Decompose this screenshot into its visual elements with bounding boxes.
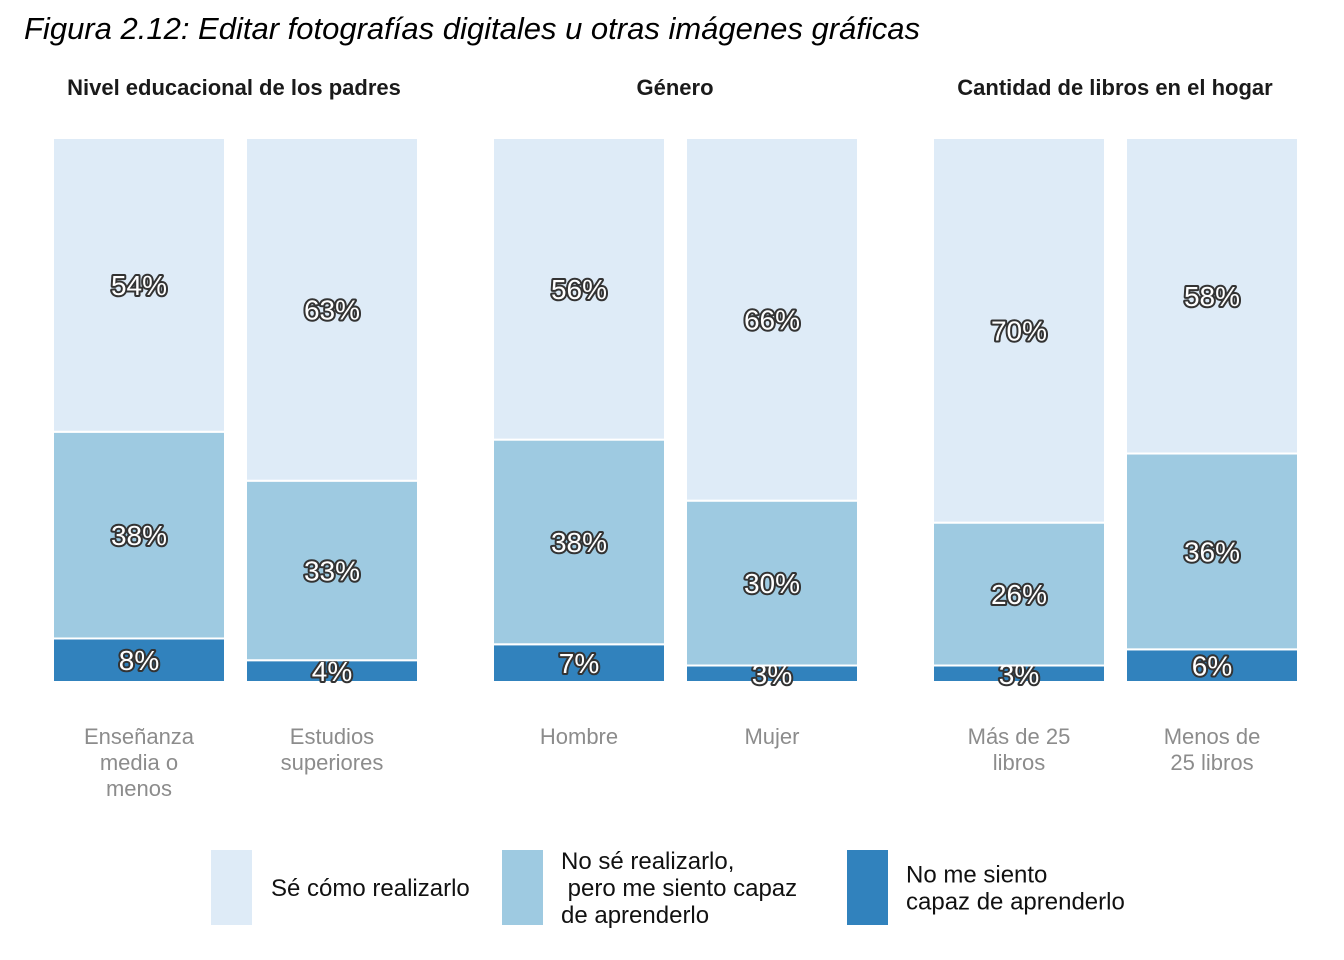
panel-title: Género — [636, 75, 713, 100]
stacked-bar: 7% 38% 56% — [492, 137, 666, 684]
legend-swatch — [502, 850, 543, 925]
data-label: 33% — [304, 555, 360, 586]
data-label: 56% — [551, 274, 607, 305]
category-label: Enseñanza media o menos — [84, 724, 195, 801]
panel-3: Cantidad de libros en el hogar3%26%70%Má… — [932, 75, 1299, 775]
bar-segment — [1125, 137, 1299, 455]
bar-segment — [245, 479, 419, 662]
data-label: 26% — [991, 579, 1047, 610]
category-label-line: superiores — [281, 750, 384, 775]
legend-swatch — [847, 850, 888, 925]
legend-label-line: capaz de aprenderlo — [906, 889, 1125, 916]
category-label-line: media o — [100, 750, 178, 775]
legend-swatch — [211, 850, 252, 925]
stacked-bar: 8% 38% 54% — [52, 137, 226, 683]
legend-label: No sé realizarlo, pero me siento capaz de… — [561, 848, 797, 929]
legend-label-line: de aprenderlo — [561, 902, 709, 929]
chart-title: Figura 2.12: Editar fotografías digitale… — [24, 11, 920, 46]
legend-label-line: Sé cómo realizarlo — [271, 875, 470, 902]
bar-segment — [1125, 452, 1299, 651]
data-label: 7% — [559, 648, 599, 679]
legend-item: No sé realizarlo, pero me siento capaz de… — [502, 848, 797, 929]
bar-segment — [492, 137, 666, 441]
data-label: 66% — [744, 304, 800, 335]
data-label: 36% — [1184, 536, 1240, 567]
bar-segment — [1125, 648, 1299, 683]
stacked-bar: 3%30%66% — [685, 137, 859, 692]
bar-segment — [52, 137, 226, 433]
legend-label-line: No sé realizarlo, — [561, 848, 734, 875]
data-label: 38% — [111, 520, 167, 551]
bar-segment — [932, 521, 1106, 667]
category-label-line: menos — [106, 776, 172, 801]
data-label: 38% — [551, 527, 607, 558]
legend-label-line: pero me siento capaz — [561, 875, 797, 902]
bar-segment — [52, 637, 226, 683]
category-label-line: 25 libros — [1170, 750, 1253, 775]
stacked-bar: 6% 36% 58% — [1125, 137, 1299, 684]
bar-segment — [685, 499, 859, 667]
category-label-line: Más de 25 — [968, 724, 1071, 749]
category-label-line: Estudios — [290, 724, 374, 749]
data-label: 54% — [111, 270, 167, 301]
data-label: 70% — [991, 315, 1047, 346]
data-label: 58% — [1184, 281, 1240, 312]
stacked-bar: 4%33%63% — [245, 137, 419, 689]
data-label: 6% — [1192, 651, 1232, 682]
bar-segment — [492, 643, 666, 684]
panel-1: Nivel educacional de los padres 8% 38% 54% E… — [52, 75, 419, 801]
data-label: 30% — [744, 568, 800, 599]
legend-item: Sé cómo realizarlo — [211, 850, 470, 925]
bar-segment — [932, 137, 1106, 524]
category-label: Más de 25 libros — [968, 724, 1071, 775]
bar-segment — [52, 430, 226, 640]
bar-segment — [685, 137, 859, 502]
data-label: 8% — [119, 645, 159, 676]
category-label-line: Enseñanza — [84, 724, 195, 749]
category-label-line: libros — [993, 750, 1046, 775]
category-label: Hombre — [540, 724, 618, 749]
legend-item: No me siento capaz de aprenderlo — [847, 850, 1125, 925]
chart-legend: Sé cómo realizarlo No sé realizarlo, pero… — [211, 848, 1125, 929]
panel-title: Cantidad de libros en el hogar — [957, 75, 1273, 100]
stacked-bar: 3%26%70% — [932, 137, 1106, 692]
category-label-line: Menos de — [1164, 724, 1261, 749]
data-label: 63% — [304, 294, 360, 325]
chart-panels: Nivel educacional de los padres 8% 38% 54% E… — [52, 75, 1299, 801]
category-label: Estudios superiores — [281, 724, 384, 775]
category-label-line: Mujer — [744, 724, 799, 749]
legend-label: Sé cómo realizarlo — [271, 875, 470, 902]
category-label: Menos de 25 libros — [1164, 724, 1261, 775]
category-label: Mujer — [744, 724, 799, 749]
category-label-line: Hombre — [540, 724, 618, 749]
legend-label-line: No me siento — [906, 862, 1047, 889]
panel-title: Nivel educacional de los padres — [67, 75, 401, 100]
bar-segment — [245, 137, 419, 482]
legend-label: No me siento capaz de aprenderlo — [906, 862, 1125, 916]
